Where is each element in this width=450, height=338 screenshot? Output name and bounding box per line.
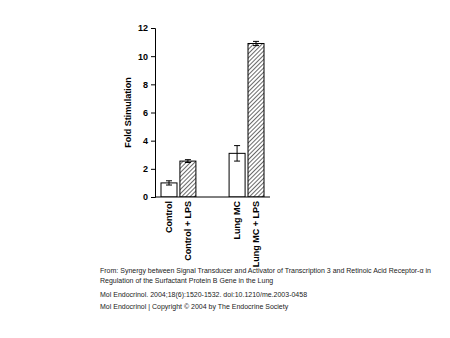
- y-tick-mark: [151, 197, 155, 198]
- caption-line: Regulation of the Surfactant Protein B G…: [100, 277, 273, 285]
- y-tick-mark: [151, 169, 155, 170]
- caption-line: From: Synergy between Signal Transducer …: [100, 267, 431, 275]
- y-tick-label: 8: [143, 80, 148, 90]
- error-bar: [166, 181, 172, 185]
- chart: 0 2 4 6 8 10 12 Fold Stimulation Control Control …: [0, 0, 450, 338]
- y-tick-label: 4: [143, 136, 148, 146]
- y-axis: 0 2 4 6 8 10 12: [138, 23, 156, 202]
- y-tick-label: 12: [138, 23, 148, 33]
- error-bar: [234, 146, 240, 161]
- y-tick-mark: [151, 56, 155, 57]
- y-tick: 2: [143, 164, 155, 174]
- caption-line: Mol Endocrinol | Copyright © 2004 by The…: [100, 303, 289, 311]
- y-tick-mark: [151, 141, 155, 142]
- x-tick-label: Lung MC: [232, 201, 242, 240]
- y-tick: 6: [143, 108, 155, 118]
- x-tick-label: Control: [164, 201, 174, 233]
- x-axis-line: [155, 197, 270, 198]
- error-bar: [185, 160, 191, 163]
- y-tick-mark: [151, 113, 155, 114]
- x-tick-label: Control + LPS: [183, 201, 193, 261]
- y-tick-label: 0: [143, 192, 148, 202]
- y-tick: 4: [143, 136, 155, 146]
- y-tick: 12: [138, 23, 155, 33]
- y-axis-line: [151, 29, 156, 198]
- y-axis-title: Fold Stimulation: [123, 77, 133, 148]
- error-bar: [253, 41, 259, 45]
- y-tick-label: 10: [138, 52, 148, 62]
- bar: [161, 183, 177, 197]
- y-tick-mark: [151, 84, 155, 85]
- x-tick-label: Lung MC + LPS: [251, 201, 261, 267]
- caption-line: Mol Endocrinol. 2004;18(6):1520-1532. do…: [100, 291, 307, 299]
- bar: [248, 43, 264, 197]
- y-tick: 10: [138, 52, 155, 62]
- y-tick-label: 6: [143, 108, 148, 118]
- bars: [161, 41, 264, 197]
- bar: [180, 161, 196, 197]
- y-tick: 0: [143, 192, 155, 202]
- y-tick: 8: [143, 80, 155, 90]
- y-tick-mark: [151, 28, 155, 29]
- y-tick-label: 2: [143, 164, 148, 174]
